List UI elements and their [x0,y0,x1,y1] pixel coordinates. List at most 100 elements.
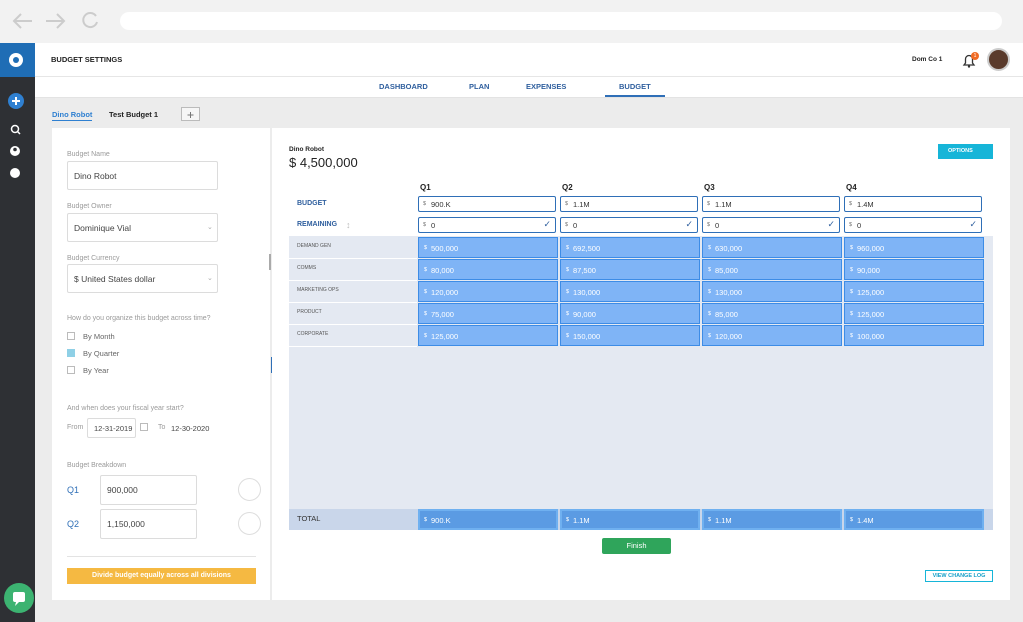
division-cell[interactable]: $130,000 [560,281,700,302]
to-label: To [158,424,166,431]
row-divider [289,346,417,347]
field-input[interactable]: Dominique Vial [67,213,218,242]
browser-nav-icons [12,12,98,29]
amount: 120,000 [715,332,743,341]
avatar[interactable] [987,48,1010,71]
amount-input[interactable]: $0 ✓ [702,217,840,233]
amount: 1.4M [857,200,874,209]
amount-input[interactable]: $0 ✓ [560,217,698,233]
settings-panel: Budget Name Dino Robot Budget Owner Dominiq… [52,128,270,600]
amount: 120,000 [431,288,459,297]
quarter-input[interactable]: 1,150,000 [100,509,197,539]
division-cell[interactable]: $500,000 [418,237,558,258]
total-label: TOTAL [297,514,321,523]
currency-symbol: $ [423,201,427,207]
amount-input[interactable]: $0 ✓ [418,217,556,233]
nav-bar: DASHBOARD PLAN EXPENSES BUDGET [35,77,1023,98]
amount: 100,000 [857,332,885,341]
division-cell[interactable]: $85,000 [702,259,842,280]
budget-total: $ 4,500,000 [289,155,358,170]
division-cell[interactable]: $85,000 [702,303,842,324]
division-cell[interactable]: $692,500 [560,237,700,258]
amount: 130,000 [573,288,601,297]
field-input[interactable]: $ United States dollar [67,264,218,293]
amount-input[interactable]: $0 ✓ [844,217,982,233]
division-cell[interactable]: $125,000 [418,325,558,346]
division-cell[interactable]: $960,000 [844,237,984,258]
add-budget-button[interactable] [181,107,200,121]
division-cell[interactable]: $125,000 [844,281,984,302]
amount-input[interactable]: $1.1M [560,196,698,212]
divide-button[interactable]: Divide budget equally across all divisio… [67,568,256,584]
amount-input[interactable]: $900.K [418,196,556,212]
finish-button[interactable]: Finish [602,538,671,554]
logo[interactable] [0,43,35,77]
checkbox[interactable] [67,349,75,357]
page-title: BUDGET SETTINGS [51,55,123,64]
row-divider [289,302,417,303]
nav-tab[interactable]: BUDGET [605,77,665,97]
amount-input[interactable]: $1.4M [844,196,982,212]
total-cell: $1.1M [702,509,842,530]
options-button[interactable]: OPTIONS [938,144,993,159]
chat-button[interactable] [4,583,34,613]
division-cell[interactable]: $90,000 [560,303,700,324]
row-divider [289,258,417,259]
currency-symbol: $ [566,289,570,295]
currency-symbol: $ [566,311,570,317]
sidebar-icons[interactable] [7,92,27,182]
field-label: Budget Name [67,151,110,158]
currency-symbol: $ [707,201,711,207]
checkbox[interactable] [67,332,75,340]
checkbox[interactable] [67,366,75,374]
from-input[interactable]: 12-31-2019 [87,418,136,438]
currency-symbol: $ [424,517,428,523]
browser-bar [0,0,1023,43]
division-cell[interactable]: $80,000 [418,259,558,280]
division-cell[interactable]: $120,000 [418,281,558,302]
division-cell[interactable]: $130,000 [702,281,842,302]
change-log-button[interactable]: VIEW CHANGE LOG [925,570,993,582]
company-name[interactable]: Dom Co 1 [912,56,943,63]
amount: 75,000 [431,310,454,319]
check-icon: ✓ [543,219,551,229]
budget-tab[interactable]: Dino Robot [52,110,93,121]
field-input[interactable]: Dino Robot [67,161,218,190]
division-cell[interactable]: $87,500 [560,259,700,280]
division-name: MARKETING OPS [297,287,339,293]
budget-tab[interactable]: Test Budget 1 [109,110,159,119]
amount: 1.1M [715,516,732,525]
scrollbar [269,254,271,270]
division-cell[interactable]: $75,000 [418,303,558,324]
division-cell[interactable]: $90,000 [844,259,984,280]
total-cell: $1.1M [560,509,700,530]
lock-button[interactable] [238,478,261,501]
nav-tab[interactable]: EXPENSES [526,82,567,91]
amount: 692,500 [573,244,601,253]
amount-input[interactable]: $1.1M [702,196,840,212]
amount: 150,000 [573,332,601,341]
header: BUDGET SETTINGS Dom Co 1 1 [35,43,1023,77]
check-icon: ✓ [827,219,835,229]
division-cell[interactable]: $125,000 [844,303,984,324]
division-cell[interactable]: $150,000 [560,325,700,346]
nav-tab[interactable]: PLAN [469,82,490,91]
currency-symbol: $ [424,311,428,317]
division-cell[interactable]: $120,000 [702,325,842,346]
currency-symbol: $ [708,245,712,251]
currency-symbol: $ [850,289,854,295]
nav-tab[interactable]: DASHBOARD [379,82,428,91]
calendar-icon[interactable] [140,423,148,431]
row-divider [289,280,417,281]
currency-symbol: $ [708,333,712,339]
address-bar[interactable] [120,12,1002,30]
currency-symbol: $ [849,201,853,207]
currency-symbol: $ [707,222,711,228]
lock-button[interactable] [238,512,261,535]
division-cell[interactable]: $100,000 [844,325,984,346]
amount: 0 [431,221,436,230]
total-cell: $900.K [418,509,558,530]
division-cell[interactable]: $630,000 [702,237,842,258]
bell-icon[interactable] [961,53,977,69]
quarter-input[interactable]: 900,000 [100,475,197,505]
